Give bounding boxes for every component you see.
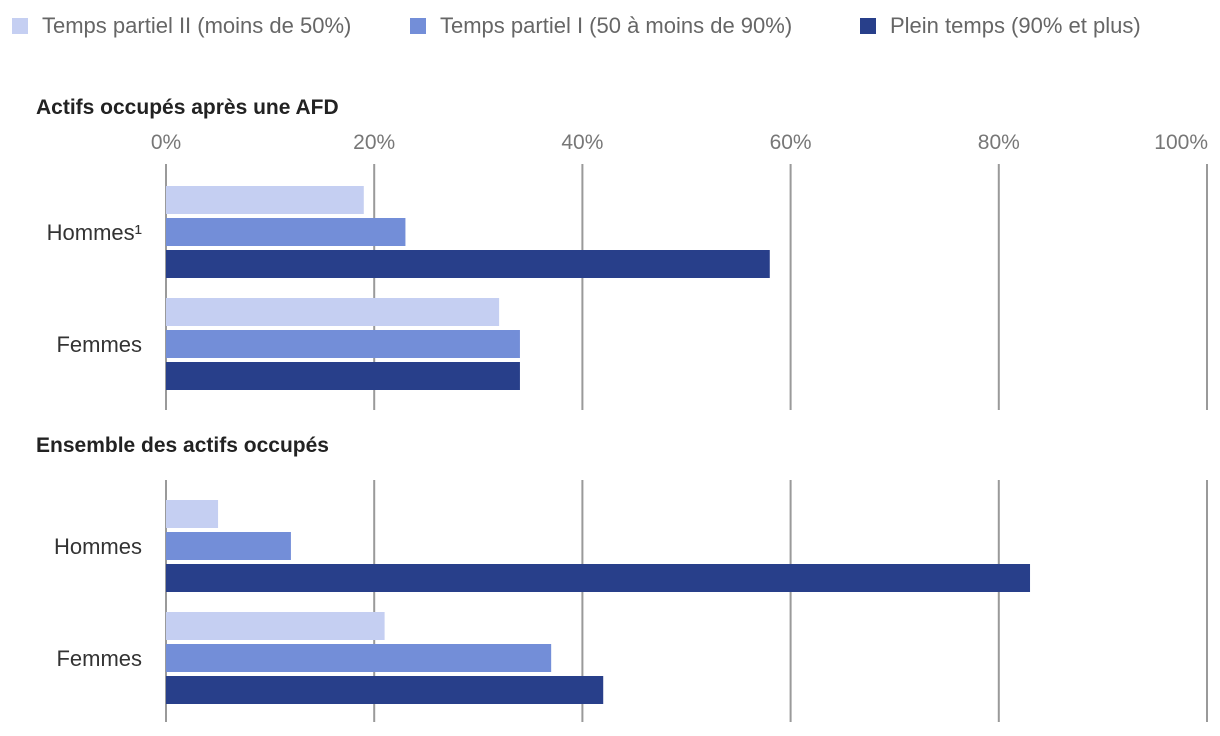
bar-2-femmes: [166, 644, 552, 672]
category-label: Hommes¹: [47, 220, 142, 245]
legend-label-2: Temps partiel I (50 à moins de 90%): [440, 13, 792, 38]
bar-3-femmes: [166, 676, 604, 704]
panel-title: Actifs occupés après une AFD: [36, 96, 339, 119]
tick-label: 100%: [1154, 131, 1208, 154]
legend-label-3: Plein temps (90% et plus): [890, 13, 1141, 38]
tick-label: 20%: [353, 131, 395, 154]
panel-2: Ensemble des actifs occupés Hommes Femmes: [36, 434, 1208, 722]
tick-label: 40%: [561, 131, 603, 154]
tick-label: 0%: [151, 131, 181, 154]
bar-1-hommes: [166, 186, 364, 214]
legend: Temps partiel II (moins de 50%) Temps par…: [12, 13, 1141, 38]
legend-swatch-2: [410, 18, 426, 34]
category-label: Femmes: [56, 646, 142, 671]
tick-label: 80%: [978, 131, 1020, 154]
bar-1-femmes: [166, 612, 385, 640]
legend-swatch-3: [860, 18, 876, 34]
bar-2-femmes: [166, 330, 520, 358]
bar-3-hommes: [166, 250, 770, 278]
category-label: Hommes: [54, 534, 142, 559]
bar-3-femmes: [166, 362, 520, 390]
chart-panels: Actifs occupés après une AFD 0% 20% 40% 60% 8…: [36, 96, 1208, 722]
bar-2-hommes: [166, 532, 291, 560]
bar-1-hommes: [166, 500, 219, 528]
bar-1-femmes: [166, 298, 500, 326]
bar-3-hommes: [166, 564, 1031, 592]
legend-label-1: Temps partiel II (moins de 50%): [42, 13, 351, 38]
category-label: Femmes: [56, 332, 142, 357]
legend-swatch-1: [12, 18, 28, 34]
tick-label: 60%: [770, 131, 812, 154]
panel-title: Ensemble des actifs occupés: [36, 434, 329, 457]
bar-2-hommes: [166, 218, 406, 246]
panel-1: Actifs occupés après une AFD 0% 20% 40% 60% 8…: [36, 96, 1208, 410]
